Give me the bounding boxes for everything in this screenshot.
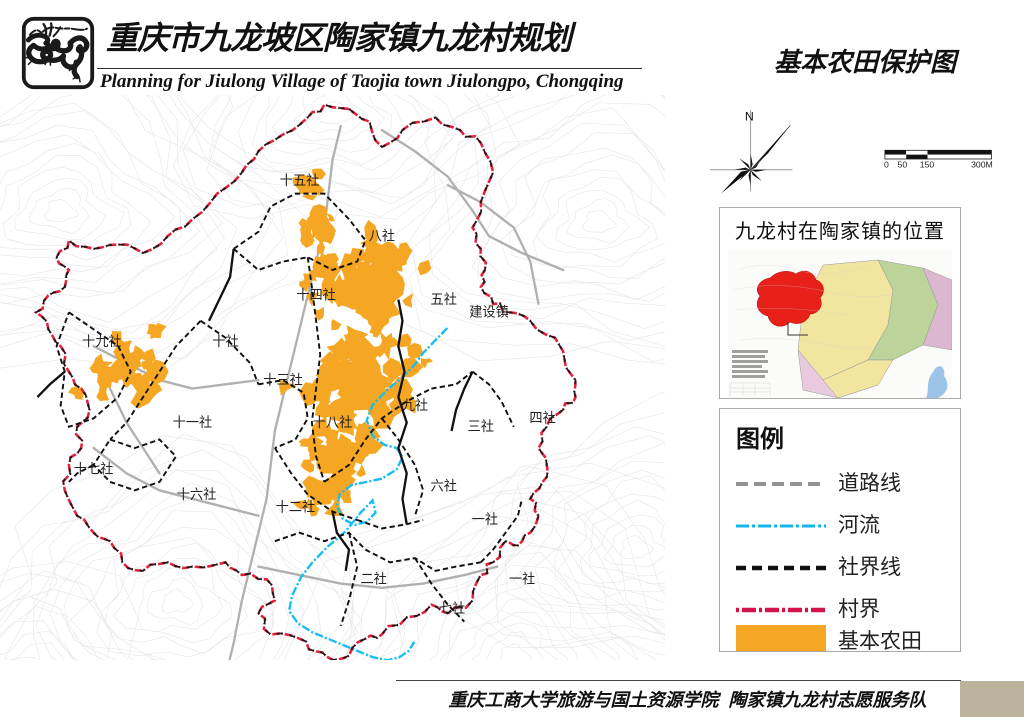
svg-text:四社: 四社 [529, 410, 555, 425]
svg-text:十二社: 十二社 [276, 499, 316, 514]
svg-text:十九社: 十九社 [82, 334, 122, 349]
svg-text:十三社: 十三社 [263, 372, 303, 387]
svg-text:150: 150 [920, 160, 935, 170]
svg-text:三社: 三社 [468, 419, 494, 434]
svg-text:五社: 五社 [431, 292, 457, 307]
svg-text:一社: 一社 [472, 512, 498, 527]
svg-text:十四社: 十四社 [296, 287, 336, 302]
svg-text:十五社: 十五社 [280, 173, 320, 188]
svg-text:九社: 九社 [402, 398, 428, 413]
svg-text:0: 0 [884, 160, 889, 170]
svg-text:六社: 六社 [431, 478, 457, 493]
svg-text:50: 50 [898, 160, 908, 170]
svg-text:N: N [745, 109, 754, 123]
svg-text:300M: 300M [971, 160, 993, 170]
svg-text:十一社: 十一社 [173, 415, 213, 430]
svg-text:十六社: 十六社 [177, 487, 217, 502]
svg-text:建设镇: 建设镇 [469, 304, 509, 319]
svg-text:八社: 八社 [369, 228, 395, 243]
svg-text:十八社: 十八社 [313, 415, 353, 430]
svg-text:二社: 二社 [360, 571, 386, 586]
svg-text:一社: 一社 [509, 571, 535, 586]
